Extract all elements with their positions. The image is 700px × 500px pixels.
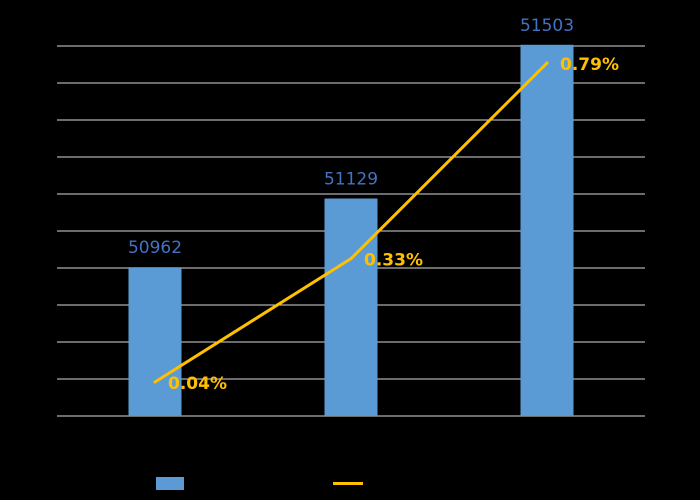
line-point <box>349 257 353 261</box>
bar-data-label: 51503 <box>520 16 574 36</box>
bar <box>520 44 574 417</box>
bar <box>128 267 182 416</box>
line-data-label: 0.04% <box>168 374 227 394</box>
line-point <box>545 61 549 65</box>
legend <box>156 477 363 490</box>
data-labels: 50962 51129 51503 0.04% 0.33% 0.79% <box>128 16 619 394</box>
bar-series <box>128 44 574 417</box>
line-series <box>153 61 549 384</box>
bar-data-label: 51129 <box>324 170 378 190</box>
legend-bar-swatch <box>156 477 184 490</box>
bar <box>324 198 378 416</box>
bar-data-label: 50962 <box>128 238 182 258</box>
line-data-label: 0.79% <box>560 55 619 75</box>
line-point <box>153 380 157 384</box>
line-data-label: 0.33% <box>364 251 423 271</box>
